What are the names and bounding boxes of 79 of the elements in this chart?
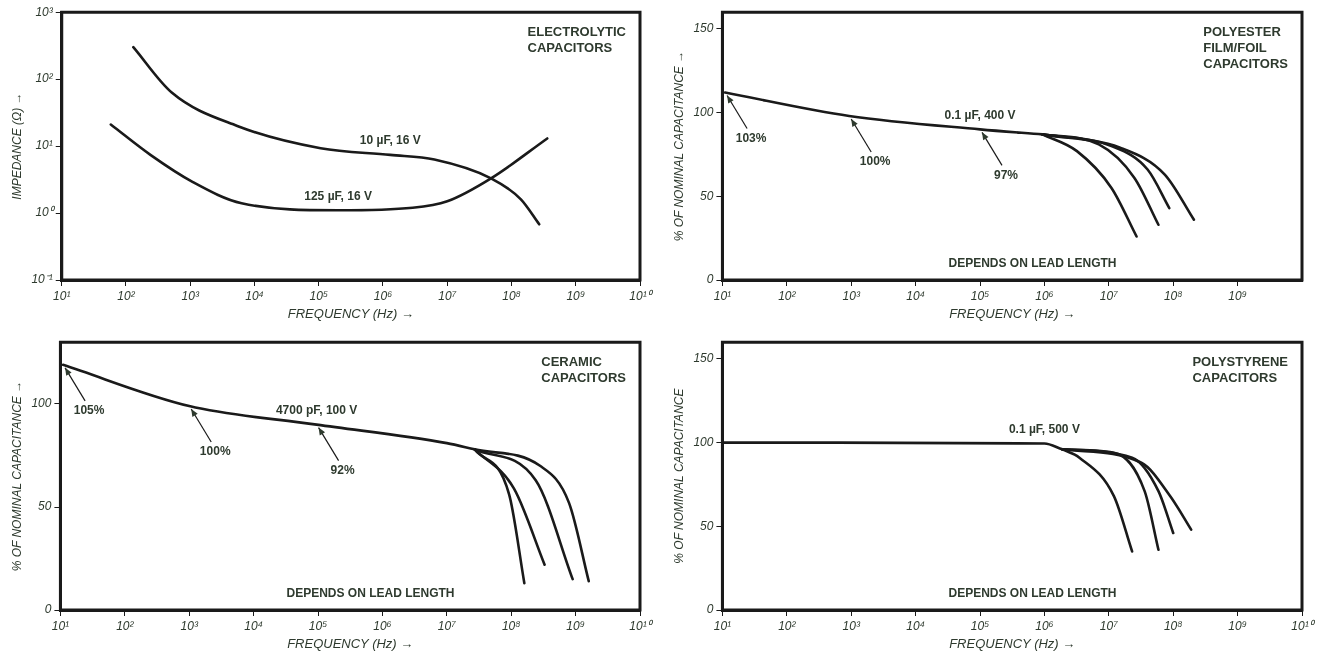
text: ELECTROLYTIC CAPACITORS: [527, 24, 627, 56]
series-label: 125 µF, 16 V: [304, 188, 372, 203]
x-axis-title: FREQUENCY (Hz) →: [949, 305, 1076, 321]
y-tick-label: 10²: [35, 71, 54, 86]
annotation: 105%: [73, 403, 105, 418]
annotation: DEPENDS ON LEAD LENGTH: [948, 256, 1117, 271]
x-tick-label: 10⁸: [502, 288, 521, 303]
annotation: DEPENDS ON LEAD LENGTH: [286, 586, 455, 601]
x-tick-label: 10⁴: [245, 288, 264, 303]
y-tick-label: 100: [693, 434, 714, 449]
y-axis-title: % OF NOMINAL CAPACITANCE: [671, 387, 686, 564]
y-tick-label: 10¹: [35, 138, 53, 153]
y-tick-label: 100: [31, 396, 52, 411]
y-tick-label: 0: [706, 272, 714, 287]
y-tick-label: 100: [693, 104, 714, 119]
y-axis-title: % OF NOMINAL CAPACITANCE →: [671, 50, 686, 242]
series-label: 0.1 µF, 400 V: [944, 107, 1016, 122]
x-tick-label: 10⁹: [566, 618, 585, 633]
text: POLYESTER FILM/FOIL CAPACITORS: [1203, 24, 1289, 72]
x-tick-label: 10⁴: [244, 618, 263, 633]
x-tick-label: 10⁶: [373, 618, 392, 633]
x-tick-label: 10²: [116, 618, 135, 633]
x-axis-title: FREQUENCY (Hz) →: [287, 305, 414, 321]
x-tick-label: 10⁴: [906, 618, 925, 633]
annotation: 100%: [859, 154, 891, 169]
y-tick-label: 50: [38, 499, 52, 514]
x-tick-label: 10²: [778, 618, 797, 633]
x-axis-title: FREQUENCY (Hz) →: [287, 635, 414, 651]
x-tick-label: 10⁹: [566, 288, 586, 303]
x-tick-label: 10³: [180, 618, 199, 633]
annotation: 97%: [994, 167, 1019, 182]
x-tick-label: 10⁹: [1228, 618, 1247, 633]
x-tick-label: 10⁶: [373, 288, 393, 303]
y-tick-label: 50: [700, 188, 714, 203]
x-tick-label: 10⁸: [501, 618, 521, 633]
y-tick-label: 10⁻¹: [31, 272, 53, 287]
y-tick-label: 150: [693, 21, 714, 36]
x-tick-label: 10²: [117, 288, 136, 303]
x-tick-label: 10⁸: [1163, 288, 1183, 303]
x-tick-label: 10¹: [51, 618, 70, 633]
y-tick-label: 10⁰: [35, 205, 56, 220]
x-tick-label: 10³: [842, 618, 861, 633]
annotation: 92%: [330, 462, 355, 477]
y-axis-title: IMPEDANCE (Ω) →: [9, 92, 24, 200]
x-tick-label: 10⁷: [438, 288, 457, 303]
x-tick-label: 10⁶: [1035, 288, 1054, 303]
x-tick-label: 10¹⁰: [629, 618, 654, 633]
x-tick-label: 10³: [181, 288, 200, 303]
x-tick-label: 10⁵: [309, 288, 328, 303]
x-tick-label: 10⁵: [970, 618, 990, 633]
series-label: 10 µF, 16 V: [359, 133, 421, 148]
x-tick-label: 10⁵: [308, 618, 328, 633]
text: POLYSTYRENE CAPACITORS: [1192, 354, 1289, 386]
x-tick-label: 10⁹: [1228, 288, 1247, 303]
x-tick-label: 10³: [842, 288, 861, 303]
y-tick-label: 10³: [35, 4, 54, 19]
y-tick-label: 0: [706, 602, 714, 617]
x-tick-label: 10¹: [53, 288, 71, 303]
x-tick-label: 10⁴: [906, 288, 925, 303]
x-tick-label: 10²: [778, 288, 797, 303]
x-tick-label: 10⁸: [1163, 618, 1183, 633]
x-tick-label: 10¹⁰: [629, 288, 654, 303]
x-tick-label: 10¹⁰: [1291, 618, 1316, 633]
x-tick-label: 10⁷: [1099, 288, 1119, 303]
y-tick-label: 0: [44, 602, 52, 617]
x-tick-label: 10⁷: [1099, 618, 1119, 633]
y-tick-label: 150: [693, 351, 714, 366]
series-label: 4700 pF, 100 V: [275, 402, 358, 417]
y-axis-title: % OF NOMINAL CAPACITANCE →: [9, 380, 24, 572]
series-label: 0.1 µF, 500 V: [1008, 421, 1080, 436]
x-axis-title: FREQUENCY (Hz) →: [949, 635, 1076, 651]
x-tick-label: 10⁵: [970, 288, 990, 303]
text: CERAMIC CAPACITORS: [541, 354, 627, 386]
y-tick-label: 50: [700, 518, 714, 533]
annotation: 103%: [735, 130, 767, 145]
x-tick-label: 10⁶: [1035, 618, 1054, 633]
annotation: DEPENDS ON LEAD LENGTH: [948, 586, 1117, 601]
annotation: 100%: [199, 444, 231, 459]
x-tick-label: 10⁷: [437, 618, 457, 633]
